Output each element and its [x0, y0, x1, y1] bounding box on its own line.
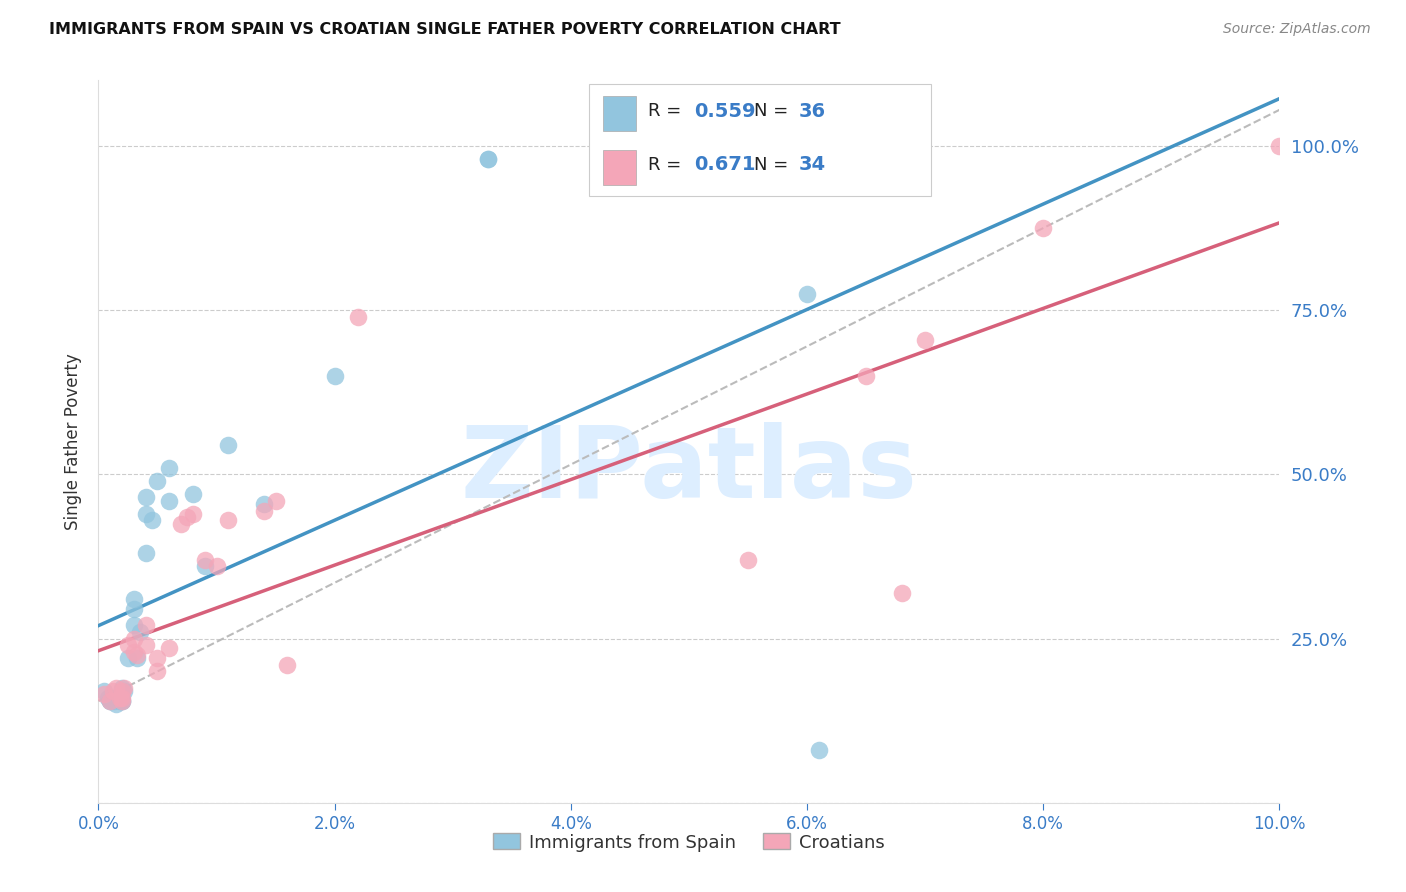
Point [108, 690, 131, 705]
Point [101, 684, 124, 698]
Text: R =: R = [648, 156, 686, 174]
Point [117, 651, 139, 665]
Point [103, 694, 125, 708]
Text: N =: N = [754, 103, 794, 120]
Point [105, 698, 128, 712]
Point [112, 681, 135, 695]
Point [111, 681, 134, 695]
Point [217, 438, 239, 452]
Point [146, 651, 169, 665]
Point [117, 638, 139, 652]
Point [146, 474, 169, 488]
Point [264, 493, 287, 508]
Text: 34: 34 [799, 155, 825, 174]
Point [112, 684, 135, 698]
Point [217, 513, 239, 527]
Point [276, 657, 298, 672]
Point [157, 493, 180, 508]
Point [135, 618, 157, 632]
Text: 0.559: 0.559 [693, 102, 755, 120]
Text: IMMIGRANTS FROM SPAIN VS CROATIAN SINGLE FATHER POVERTY CORRELATION CHART: IMMIGRANTS FROM SPAIN VS CROATIAN SINGLE… [49, 22, 841, 37]
Y-axis label: Single Father Poverty: Single Father Poverty [65, 353, 83, 530]
Point [111, 684, 134, 698]
Point [111, 690, 134, 705]
Point [477, 152, 499, 166]
Point [93, 687, 115, 701]
Text: 0.671: 0.671 [693, 155, 755, 174]
Text: Source: ZipAtlas.com: Source: ZipAtlas.com [1223, 22, 1371, 37]
Point [194, 553, 217, 567]
Point [98, 694, 121, 708]
Point [141, 513, 163, 527]
Point [98, 694, 121, 708]
Point [253, 503, 276, 517]
Point [146, 665, 169, 679]
Point [111, 694, 134, 708]
Point [127, 651, 149, 665]
Point [98, 694, 121, 708]
Point [128, 625, 150, 640]
Point [323, 368, 346, 383]
Point [807, 743, 830, 757]
Point [796, 286, 818, 301]
Point [135, 638, 157, 652]
Point [97, 690, 120, 705]
Point [105, 681, 128, 695]
FancyBboxPatch shape [603, 96, 636, 131]
Point [135, 507, 157, 521]
Point [157, 460, 180, 475]
Point [105, 690, 128, 705]
Point [347, 310, 370, 324]
Point [122, 645, 145, 659]
FancyBboxPatch shape [589, 84, 931, 196]
Point [1032, 221, 1054, 235]
Point [176, 510, 198, 524]
Point [135, 491, 157, 505]
Point [181, 507, 204, 521]
Point [122, 632, 145, 646]
Point [122, 602, 145, 616]
Point [181, 487, 204, 501]
Point [135, 546, 157, 560]
Point [253, 497, 276, 511]
Point [890, 585, 912, 599]
Point [1268, 139, 1291, 153]
Point [108, 694, 131, 708]
Point [111, 694, 134, 708]
Point [111, 694, 134, 708]
Point [855, 368, 877, 383]
Legend: Immigrants from Spain, Croatians: Immigrants from Spain, Croatians [485, 826, 893, 859]
Point [127, 648, 149, 662]
Text: ZIPatlas: ZIPatlas [461, 422, 917, 519]
Text: R =: R = [648, 103, 686, 120]
Text: N =: N = [754, 156, 794, 174]
Point [477, 152, 499, 166]
Point [205, 559, 228, 574]
Point [170, 516, 193, 531]
Text: 36: 36 [799, 102, 825, 120]
FancyBboxPatch shape [603, 151, 636, 185]
Point [93, 684, 115, 698]
Point [101, 690, 124, 705]
Point [157, 641, 180, 656]
Point [111, 684, 134, 698]
Point [122, 618, 145, 632]
Point [914, 333, 936, 347]
Point [194, 559, 217, 574]
Point [122, 592, 145, 607]
Point [737, 553, 759, 567]
